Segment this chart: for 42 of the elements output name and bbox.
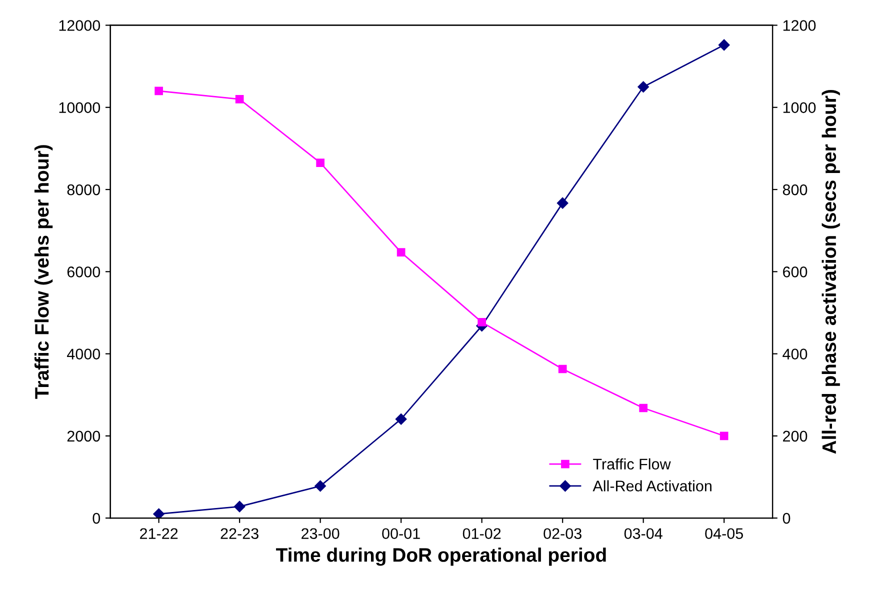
x-tick-label: 02-03 — [544, 528, 582, 540]
x-tick-label: 01-02 — [462, 528, 501, 540]
y2-tick-label: 200 — [783, 430, 808, 442]
y2-tick-label: 600 — [783, 266, 808, 278]
x-tick-label: 23-00 — [302, 528, 340, 540]
point — [234, 500, 246, 512]
y2-tick-label: 0 — [782, 512, 790, 524]
point — [153, 508, 164, 518]
x-tick-label: 21-22 — [140, 528, 178, 539]
point — [720, 432, 728, 440]
y-tick-label: 8000 — [67, 184, 100, 196]
x-tick-label: 00-01 — [382, 528, 420, 540]
y-tick-label: 0 — [92, 512, 100, 524]
y-tick-label: 4000 — [67, 348, 100, 360]
x-tick-label: 03-04 — [624, 528, 662, 540]
point — [235, 95, 244, 104]
point — [314, 480, 326, 492]
point — [638, 81, 649, 92]
legend-label: Traffic Flow — [593, 458, 671, 470]
legend-label: All-Red Activation — [592, 480, 712, 492]
x-tick-label: 22-23 — [220, 528, 258, 540]
y-tick-label: 2000 — [67, 430, 100, 442]
point — [639, 404, 648, 412]
point — [316, 158, 324, 167]
y2-tick-label: 800 — [782, 184, 808, 196]
x-tick-label: 04-05 — [705, 528, 743, 540]
y2-tick-label: 1000 — [783, 102, 816, 114]
y-axis-title: Traffic Flow (vehs per hour) — [34, 145, 53, 399]
y2-tick-label: 1200 — [783, 20, 816, 31]
point — [556, 197, 568, 209]
y-tick-label: 12000 — [59, 20, 100, 31]
x-axis-title: Time during DoR operational period — [276, 548, 606, 566]
y-tick-label: 6000 — [67, 266, 100, 278]
y-tick-label: 10000 — [59, 102, 100, 114]
point — [558, 364, 567, 374]
point — [395, 413, 407, 425]
y2-axis-title: All-red phase activation (secs per hour) — [822, 90, 840, 454]
point — [478, 318, 486, 326]
point — [154, 86, 163, 96]
point — [718, 39, 730, 51]
point — [396, 248, 406, 257]
y2-tick-label: 400 — [782, 348, 808, 360]
